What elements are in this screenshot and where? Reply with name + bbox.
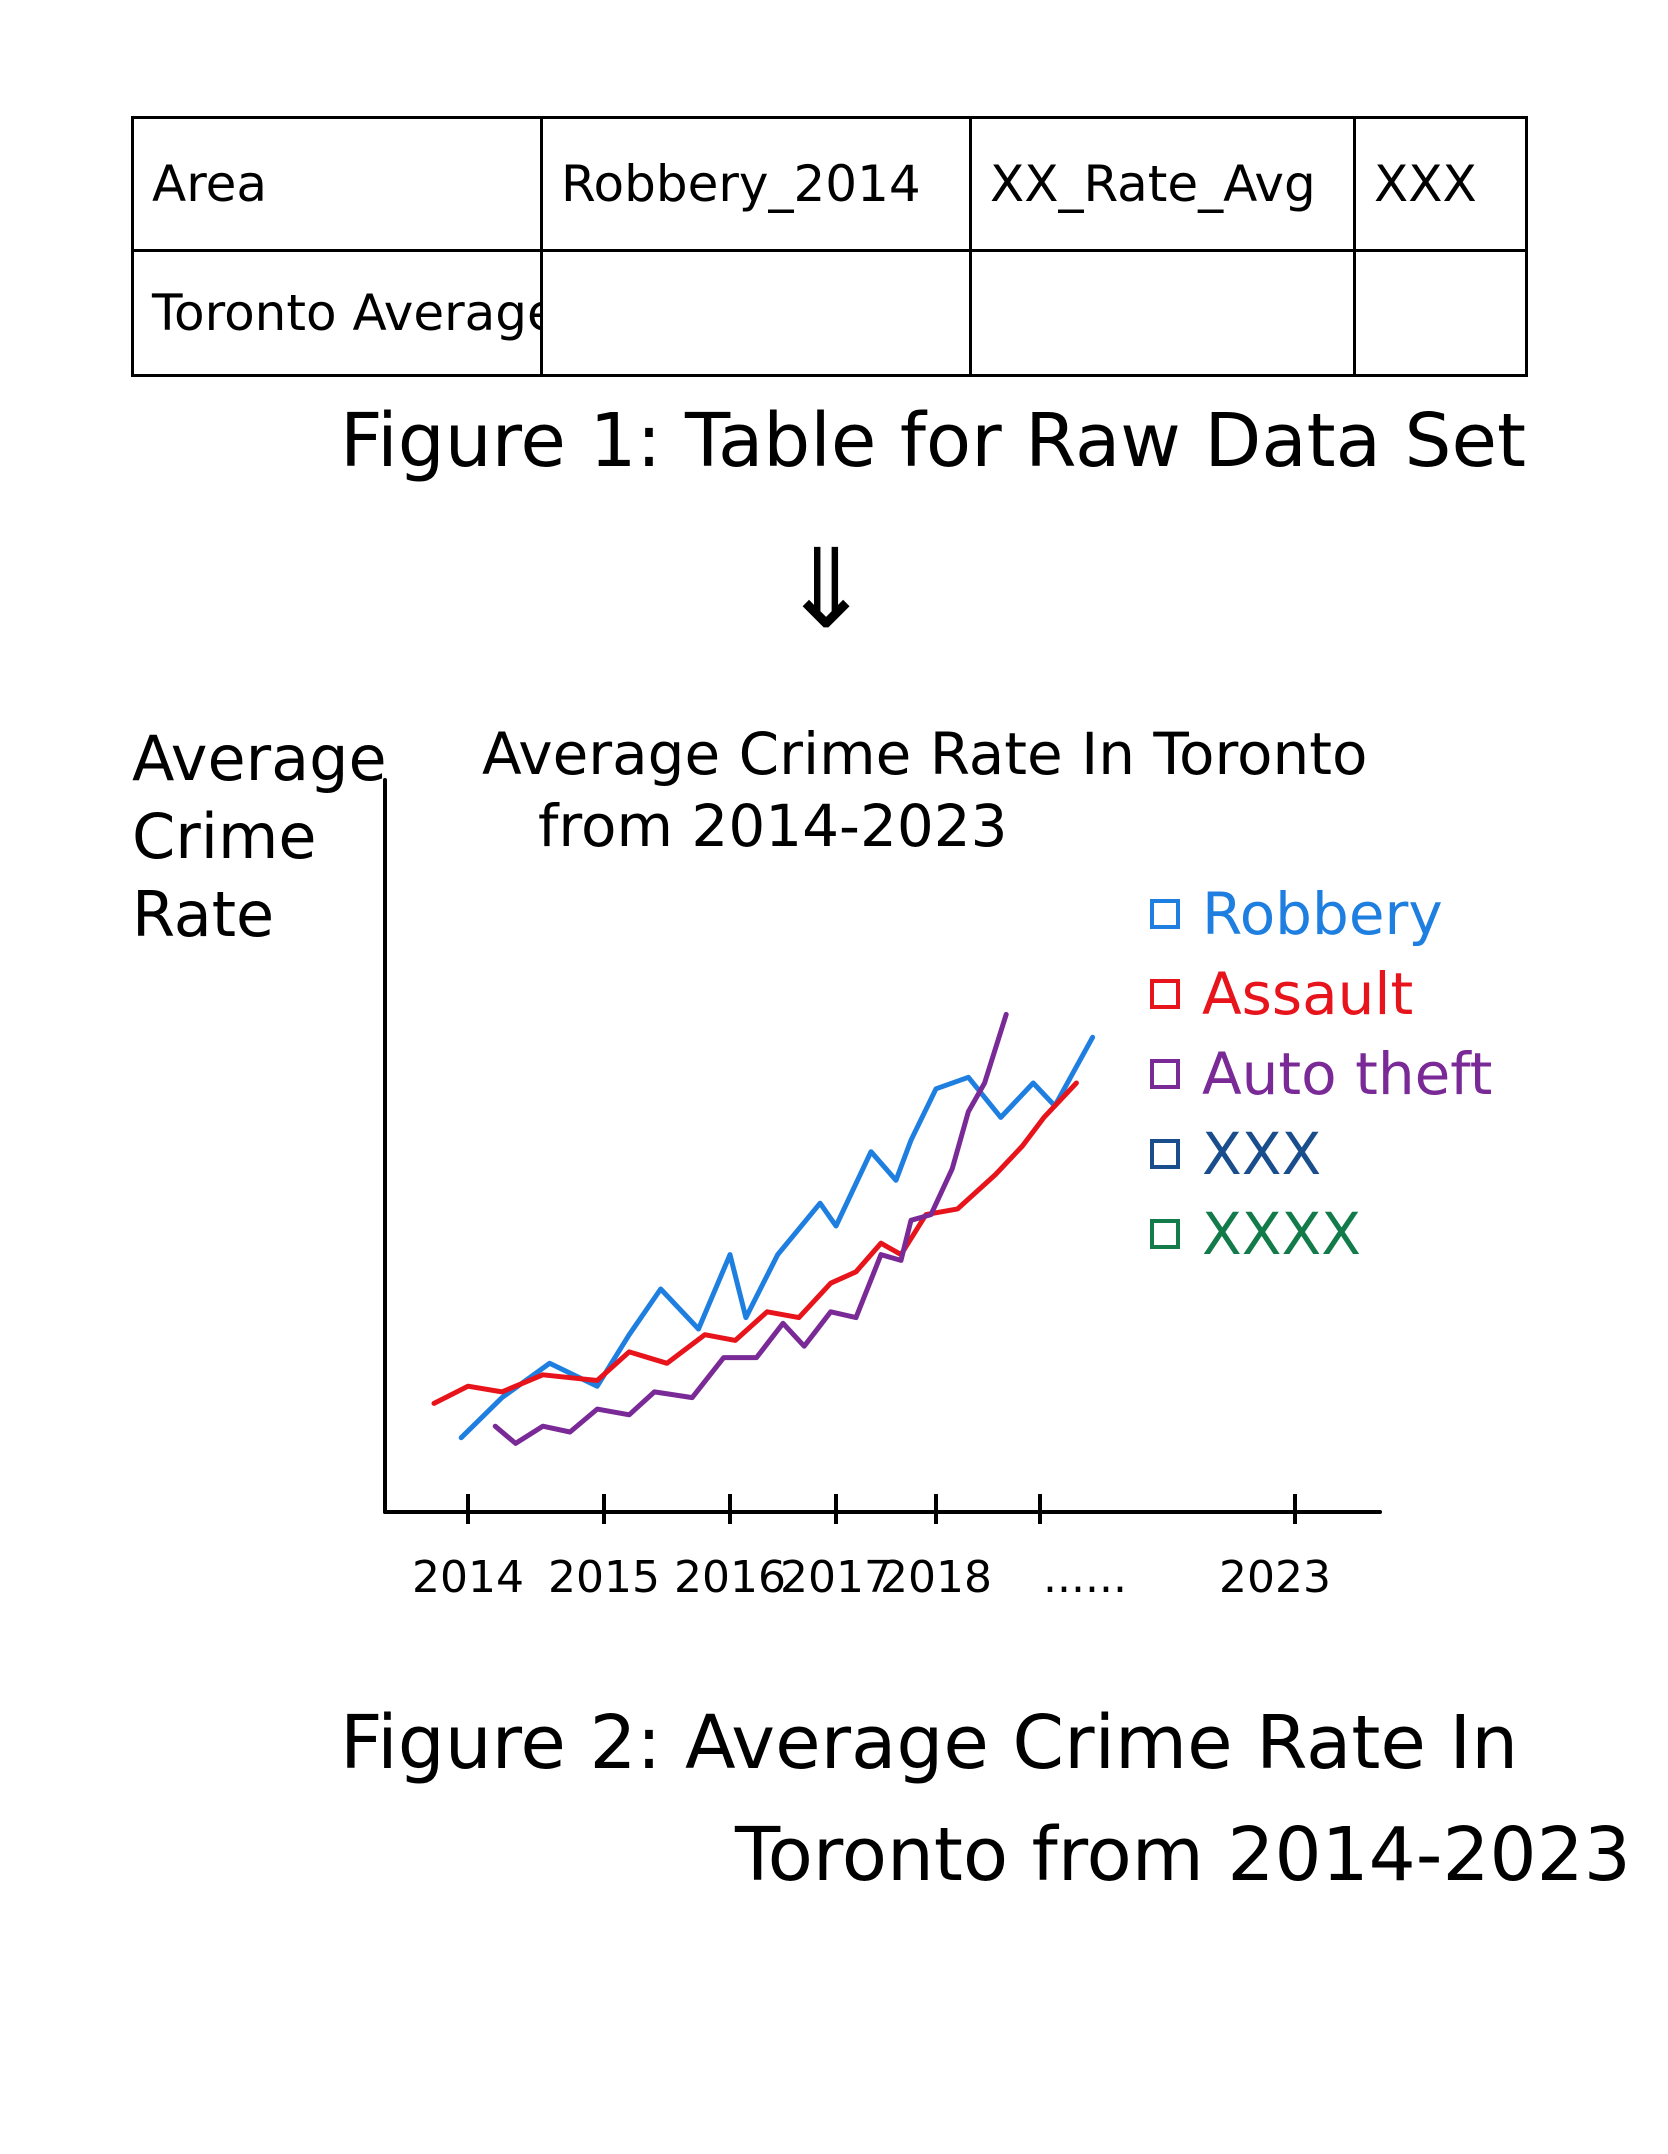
y-label-line: Rate	[132, 878, 275, 951]
legend-swatch	[1150, 1059, 1180, 1089]
x-tick-label: 2023	[1219, 1552, 1331, 1603]
x-tick-label: 2018	[880, 1552, 992, 1603]
x-tick-ellipsis: ......	[1043, 1552, 1127, 1603]
legend-swatch	[1150, 1139, 1180, 1169]
legend-swatch	[1150, 899, 1180, 929]
table-row: Toronto Average	[131, 249, 1528, 377]
legend-label: XXX	[1202, 1120, 1322, 1188]
legend-label: Robbery	[1202, 880, 1443, 948]
x-tick-label: 2017	[780, 1552, 892, 1603]
header-area: Area	[131, 116, 543, 252]
legend-label: Assault	[1202, 960, 1414, 1028]
series-line-assault	[431, 1080, 1079, 1406]
legend-item-assault: Assault	[1150, 954, 1492, 1034]
legend-label: Auto theft	[1202, 1040, 1493, 1108]
cell-empty	[540, 249, 972, 377]
cell-empty	[1353, 249, 1528, 377]
legend-label: XXXX	[1202, 1200, 1361, 1268]
header-robbery-2014: Robbery_2014	[540, 116, 972, 252]
chart-title-line: from 2014-2023	[538, 792, 1008, 860]
legend-item-xxxx: XXXX	[1150, 1194, 1492, 1274]
legend-item-robbery: Robbery	[1150, 874, 1492, 954]
header-xxx: XXX	[1353, 116, 1528, 252]
figure-2-caption-line-1: Figure 2: Average Crime Rate In	[340, 1700, 1519, 1786]
legend-item-auto-theft: Auto theft	[1150, 1034, 1492, 1114]
x-tick-label: 2016	[674, 1552, 786, 1603]
legend-swatch	[1150, 1219, 1180, 1249]
raw-data-table: Area Robbery_2014 XX_Rate_Avg XXX Toront…	[131, 116, 1528, 377]
legend-swatch	[1150, 979, 1180, 1009]
series-line-auto-theft	[492, 1011, 1009, 1446]
table-header-row: Area Robbery_2014 XX_Rate_Avg XXX	[131, 116, 1528, 252]
chart-title-line: Average Crime Rate In Toronto	[482, 720, 1368, 788]
y-label-line: Average	[132, 722, 387, 795]
chart-legend: Robbery Assault Auto theft XXX XXXX	[1150, 874, 1492, 1274]
chart-y-axis-label: Average Crime Rate	[132, 720, 387, 954]
chart-title: Average Crime Rate In Toronto from 2014-…	[482, 718, 1368, 862]
header-rate-avg: XX_Rate_Avg	[969, 116, 1356, 252]
figure-2-caption-line-2: Toronto from 2014-2023	[735, 1812, 1631, 1898]
x-tick-label: 2014	[412, 1552, 524, 1603]
y-label-line: Crime	[132, 800, 317, 873]
cell-toronto-average: Toronto Average	[131, 249, 543, 377]
x-tick-label: 2015	[548, 1552, 660, 1603]
cell-empty	[969, 249, 1356, 377]
legend-item-xxx: XXX	[1150, 1114, 1492, 1194]
down-arrow-icon: ⇓	[780, 525, 873, 653]
figure-1-caption: Figure 1: Table for Raw Data Set	[340, 398, 1527, 484]
